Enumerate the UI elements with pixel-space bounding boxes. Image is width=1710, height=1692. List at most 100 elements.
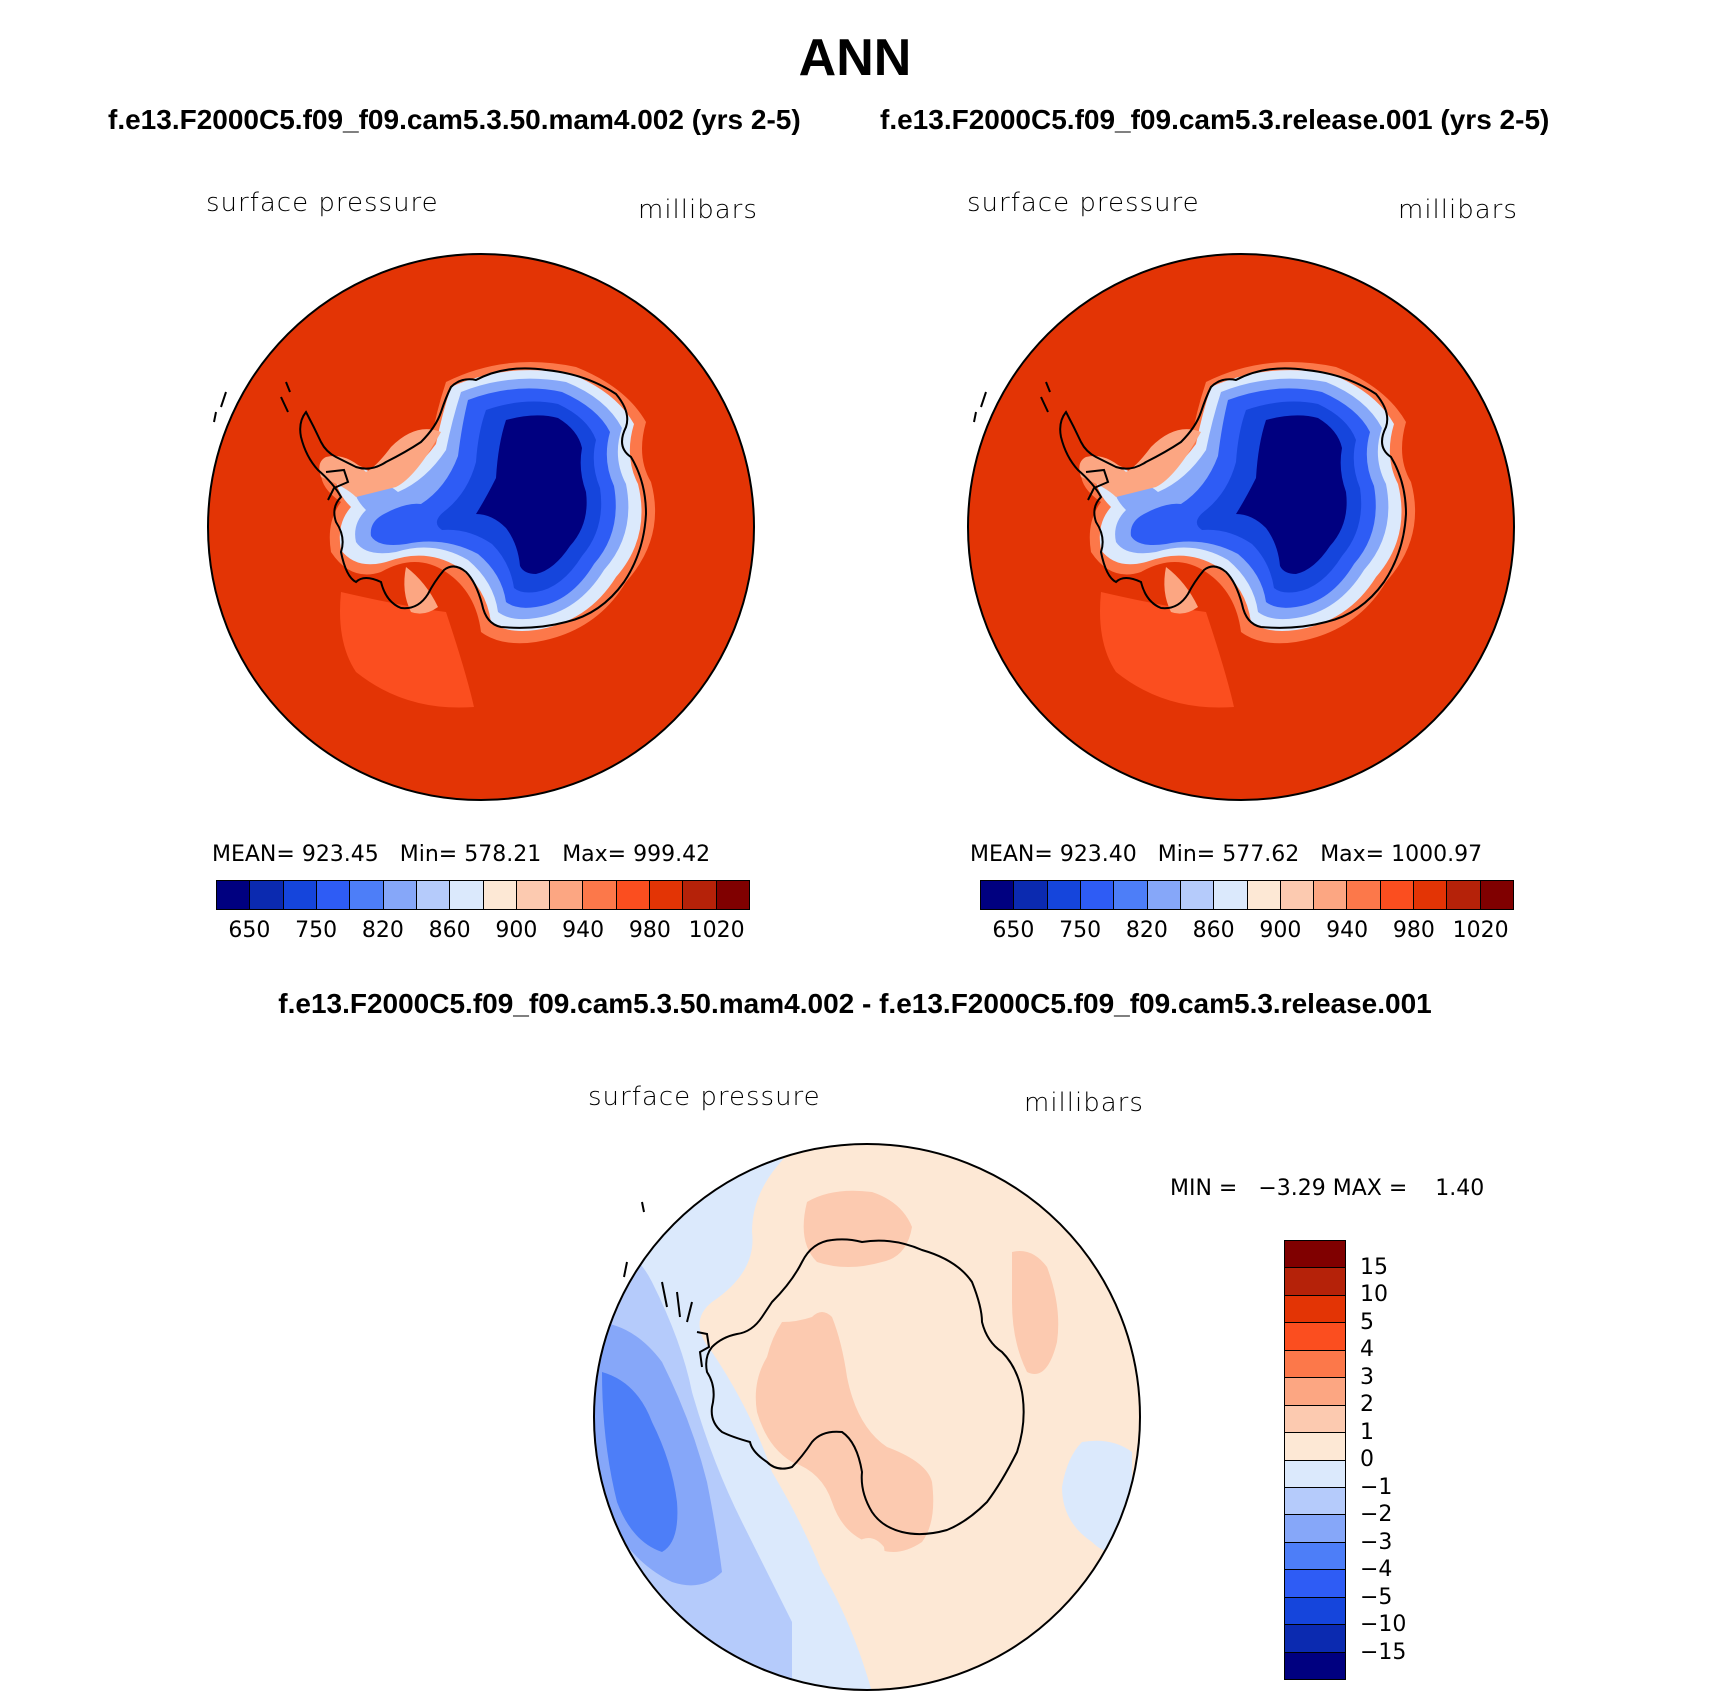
colorbar-tick-label: −2 [1360,1502,1393,1527]
left-stats: MEAN= 923.45 Min= 578.21 Max= 999.42 [212,842,711,867]
colorbar-swatch [450,881,484,909]
colorbar-swatch [1347,881,1381,909]
colorbar-tick-label: 900 [495,918,538,943]
right-polar-map [967,253,1515,801]
colorbar-tick-label: −15 [1360,1639,1407,1665]
colorbar-swatch [1380,881,1415,909]
colorbar-swatch [550,881,584,909]
colorbar-swatch [1114,881,1148,909]
colorbar-swatch [1314,881,1348,909]
colorbar-tick-label: 5 [1360,1309,1374,1335]
colorbar-tick-label: 750 [1059,918,1102,943]
colorbar-swatch [1280,881,1315,909]
right-case-title: f.e13.F2000C5.f09_f09.cam5.3.release.001… [880,104,1550,135]
colorbar-swatch [416,881,451,909]
colorbar-tick-label: 0 [1360,1447,1374,1472]
colorbar-swatch [1285,1323,1345,1351]
colorbar-tick-label: −4 [1360,1557,1393,1582]
colorbar-swatch [1285,1625,1345,1653]
colorbar-swatch [1480,881,1513,909]
right-variable-label: surface pressure [967,188,1200,218]
colorbar-tick-label: 980 [628,918,671,943]
difference-polar-map [593,1143,1141,1691]
colorbar-tick-label: 1 [1360,1419,1374,1445]
colorbar-tick-label: 15 [1360,1254,1388,1280]
colorbar-swatch [383,881,417,909]
colorbar-tick-label: 2 [1360,1392,1374,1417]
colorbar-swatch [516,881,551,909]
colorbar-swatch [1285,1570,1345,1598]
colorbar-tick-label: 650 [228,918,271,943]
colorbar-tick-label: 650 [992,918,1035,943]
colorbar-tick-label: −1 [1360,1474,1393,1500]
colorbar-tick-label: 980 [1392,918,1435,943]
colorbar-swatch [1285,1378,1345,1406]
colorbar-swatch [1285,1487,1345,1516]
colorbar-swatch [483,881,517,909]
left-colorbar [216,880,750,910]
colorbar-swatch [650,881,684,909]
right-colorbar [980,880,1514,910]
colorbar-swatch [1285,1652,1345,1679]
colorbar-swatch [1147,881,1181,909]
colorbar-swatch [350,881,384,909]
colorbar-tick-label: 3 [1360,1364,1374,1390]
colorbar-swatch [1180,881,1215,909]
colorbar-swatch [1285,1241,1345,1269]
colorbar-tick-label: 10 [1360,1282,1388,1307]
right-stats: MEAN= 923.40 Min= 577.62 Max= 1000.97 [970,842,1483,867]
colorbar-tick-label: 750 [295,918,338,943]
diff-variable-label: surface pressure [588,1082,821,1112]
colorbar-tick-label: 1020 [688,918,745,943]
right-units-label: millibars [1398,195,1518,225]
colorbar-swatch [1285,1350,1345,1379]
colorbar-swatch [1247,881,1281,909]
colorbar-swatch [1047,881,1081,909]
colorbar-tick-label: 820 [361,918,404,943]
colorbar-swatch [1447,881,1481,909]
colorbar-tick-label: 940 [562,918,605,943]
difference-colorbar-ticks: 15 10 5 4 3 2 1 0 −1 −2 −3 −4 −5 −10 −15 [1360,1240,1440,1680]
colorbar-swatch [1080,881,1115,909]
colorbar-swatch [1285,1460,1345,1488]
left-variable-label: surface pressure [206,188,439,218]
diff-stats: MIN = −3.29 MAX = 1.40 [1170,1176,1485,1201]
difference-case-title: f.e13.F2000C5.f09_f09.cam5.3.50.mam4.002… [278,988,1432,1019]
left-colorbar-ticks: 650 750 820 860 900 940 980 1020 [216,918,750,948]
diff-units-label: millibars [1024,1088,1144,1118]
colorbar-tick-label: 860 [428,918,471,943]
colorbar-tick-label: −5 [1360,1584,1393,1610]
colorbar-tick-label: 900 [1259,918,1302,943]
left-units-label: millibars [638,195,758,225]
colorbar-swatch [1285,1433,1345,1461]
colorbar-swatch [250,881,284,909]
colorbar-swatch [716,881,749,909]
colorbar-swatch [583,881,617,909]
right-colorbar-ticks: 650 750 820 860 900 940 980 1020 [980,918,1514,948]
figure-title: ANN [798,29,912,87]
colorbar-tick-label: 820 [1125,918,1168,943]
colorbar-tick-label: 4 [1360,1337,1374,1362]
colorbar-swatch [683,881,717,909]
left-polar-map [207,253,755,801]
colorbar-swatch [1285,1597,1345,1626]
colorbar-swatch [616,881,651,909]
colorbar-tick-label: 940 [1326,918,1369,943]
colorbar-swatch [1285,1542,1345,1571]
colorbar-tick-label: 860 [1192,918,1235,943]
colorbar-swatch [316,881,351,909]
colorbar-swatch [1414,881,1448,909]
colorbar-tick-label: 1020 [1452,918,1509,943]
colorbar-swatch [283,881,317,909]
colorbar-swatch [1285,1515,1345,1543]
colorbar-swatch [1214,881,1248,909]
colorbar-swatch [217,881,251,909]
colorbar-swatch [1285,1268,1345,1296]
colorbar-swatch [1285,1405,1345,1434]
colorbar-swatch [1014,881,1048,909]
colorbar-swatch [1285,1295,1345,1324]
colorbar-tick-label: −10 [1360,1612,1407,1637]
difference-colorbar [1284,1240,1346,1680]
left-case-title: f.e13.F2000C5.f09_f09.cam5.3.50.mam4.002… [108,104,801,135]
colorbar-swatch [981,881,1015,909]
